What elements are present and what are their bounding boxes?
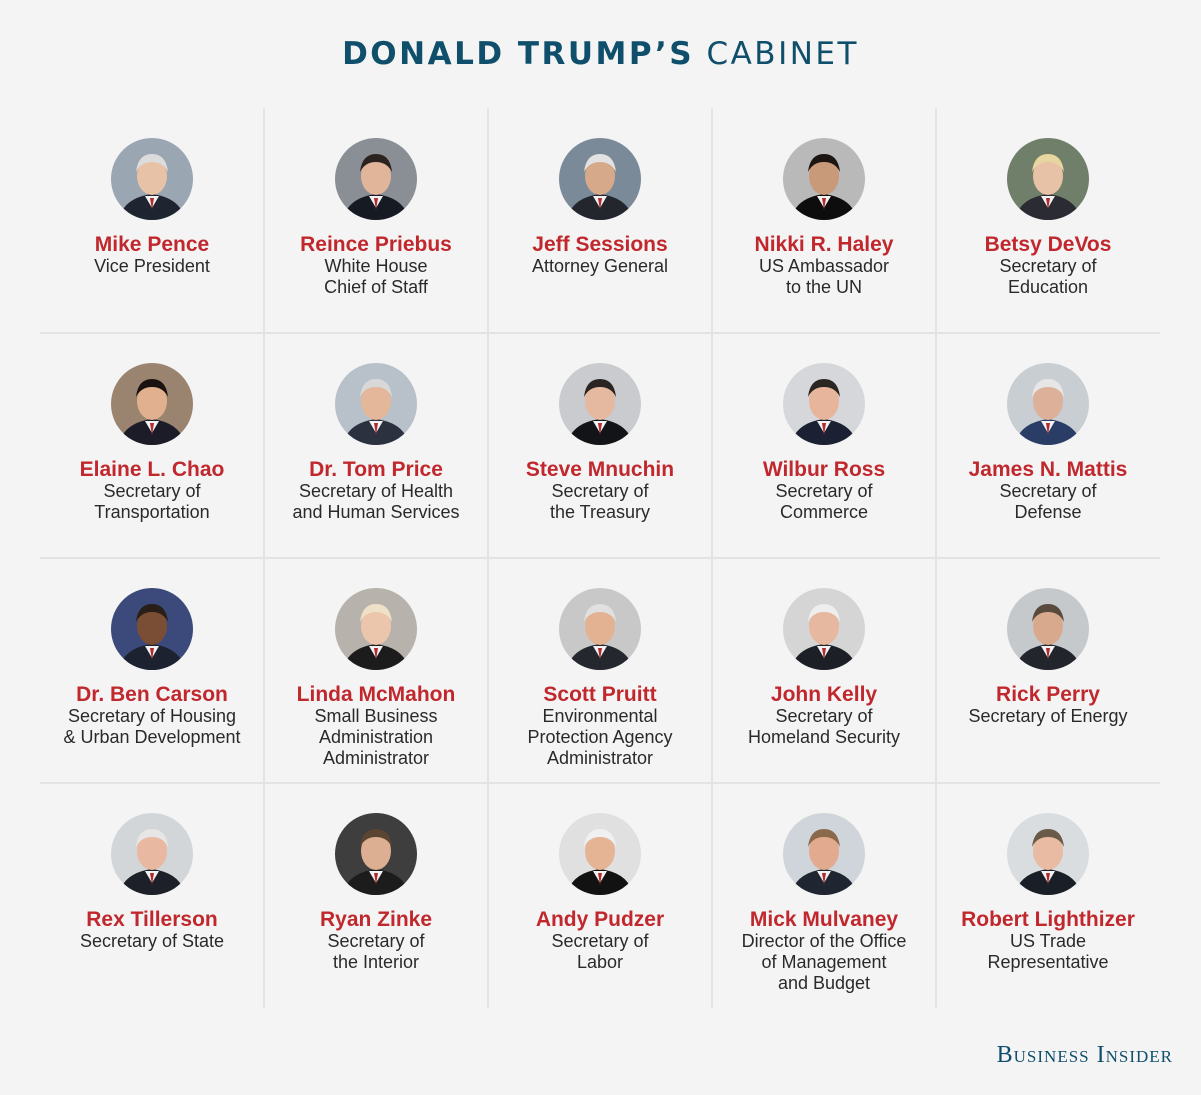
member-role: US Ambassador to the UN xyxy=(758,256,890,297)
portrait-photo xyxy=(1007,813,1089,895)
cabinet-member-card: Ryan Zinke Secretary of the Interior xyxy=(264,783,488,1008)
member-role: Secretary of Education xyxy=(999,256,1097,297)
cabinet-member-card: Mick Mulvaney Director of the Office of M… xyxy=(712,783,936,1008)
cabinet-member-card: John Kelly Secretary of Homeland Security xyxy=(712,558,936,783)
portrait-photo xyxy=(335,588,417,670)
member-name: Mike Pence xyxy=(94,233,210,256)
member-role: Secretary of Energy xyxy=(968,706,1128,726)
portrait-photo xyxy=(559,363,641,445)
portrait-photo xyxy=(335,813,417,895)
portrait-photo xyxy=(559,138,641,220)
portrait-photo xyxy=(335,138,417,220)
member-role: Secretary of Defense xyxy=(999,481,1097,522)
cabinet-member-card: Jeff Sessions Attorney General xyxy=(488,108,712,333)
cabinet-member-card: Rick Perry Secretary of Energy xyxy=(936,558,1160,783)
portrait-photo xyxy=(783,813,865,895)
cabinet-member-card: Rex Tillerson Secretary of State xyxy=(40,783,264,1008)
member-name: Scott Pruitt xyxy=(543,683,657,706)
member-role: Secretary of Commerce xyxy=(775,481,873,522)
row-divider xyxy=(40,782,1160,784)
member-name: Robert Lighthizer xyxy=(961,908,1135,931)
page-title: DONALD TRUMP’S CABINET xyxy=(0,36,1201,72)
row-divider xyxy=(40,557,1160,559)
member-role: US Trade Representative xyxy=(987,931,1109,972)
member-name: Reince Priebus xyxy=(300,233,452,256)
member-role: Small Business Administration Administra… xyxy=(314,706,438,768)
member-name: James N. Mattis xyxy=(968,458,1128,481)
cabinet-member-card: Mike Pence Vice President xyxy=(40,108,264,333)
portrait-photo xyxy=(111,363,193,445)
member-role: Director of the Office of Management and… xyxy=(741,931,907,993)
row-divider xyxy=(40,332,1160,334)
cabinet-member-card: Nikki R. Haley US Ambassador to the UN xyxy=(712,108,936,333)
member-role: Secretary of Transportation xyxy=(94,481,210,522)
cabinet-member-card: Dr. Tom Price Secretary of Health and Hum… xyxy=(264,333,488,558)
cabinet-member-card: Linda McMahon Small Business Administrati… xyxy=(264,558,488,783)
member-role: Secretary of the Interior xyxy=(327,931,425,972)
member-name: John Kelly xyxy=(770,683,878,706)
member-role: Environmental Protection Agency Administ… xyxy=(527,706,673,768)
member-name: Steve Mnuchin xyxy=(525,458,675,481)
portrait-photo xyxy=(1007,588,1089,670)
brand-logo: Business Insider xyxy=(996,1042,1173,1068)
portrait-photo xyxy=(783,588,865,670)
member-name: Rick Perry xyxy=(996,683,1100,706)
member-name: Betsy DeVos xyxy=(984,233,1112,256)
member-role: Secretary of Health and Human Services xyxy=(292,481,460,522)
cabinet-member-card: Andy Pudzer Secretary of Labor xyxy=(488,783,712,1008)
cabinet-member-card: Scott Pruitt Environmental Protection Age… xyxy=(488,558,712,783)
member-name: Dr. Tom Price xyxy=(309,458,443,481)
portrait-photo xyxy=(783,138,865,220)
cabinet-member-card: Steve Mnuchin Secretary of the Treasury xyxy=(488,333,712,558)
portrait-photo xyxy=(559,813,641,895)
member-role: Attorney General xyxy=(531,256,669,276)
member-name: Rex Tillerson xyxy=(86,908,218,931)
cabinet-member-card: Dr. Ben Carson Secretary of Housing & Urb… xyxy=(40,558,264,783)
member-name: Linda McMahon xyxy=(296,683,456,706)
cabinet-member-card: Robert Lighthizer US Trade Representative xyxy=(936,783,1160,1008)
member-role: Vice President xyxy=(94,256,210,276)
member-name: Dr. Ben Carson xyxy=(76,683,228,706)
member-name: Wilbur Ross xyxy=(762,458,886,481)
portrait-photo xyxy=(111,138,193,220)
cabinet-member-card: James N. Mattis Secretary of Defense xyxy=(936,333,1160,558)
cabinet-member-card: Reince Priebus White House Chief of Staff xyxy=(264,108,488,333)
portrait-photo xyxy=(783,363,865,445)
member-role: Secretary of Housing & Urban Development xyxy=(63,706,241,747)
portrait-photo xyxy=(1007,138,1089,220)
member-name: Andy Pudzer xyxy=(535,908,665,931)
member-role: Secretary of State xyxy=(79,931,225,951)
member-role: Secretary of the Treasury xyxy=(549,481,651,522)
member-name: Ryan Zinke xyxy=(319,908,433,931)
title-bold: DONALD TRUMP’S xyxy=(342,36,695,72)
member-name: Nikki R. Haley xyxy=(754,233,894,256)
portrait-photo xyxy=(111,588,193,670)
member-role: White House Chief of Staff xyxy=(324,256,428,297)
portrait-photo xyxy=(335,363,417,445)
portrait-photo xyxy=(111,813,193,895)
member-name: Jeff Sessions xyxy=(532,233,668,256)
portrait-photo xyxy=(559,588,641,670)
cabinet-member-card: Elaine L. Chao Secretary of Transportatio… xyxy=(40,333,264,558)
cabinet-member-card: Wilbur Ross Secretary of Commerce xyxy=(712,333,936,558)
member-role: Secretary of Labor xyxy=(551,931,649,972)
member-role: Secretary of Homeland Security xyxy=(747,706,901,747)
title-light: CABINET xyxy=(706,36,859,72)
portrait-photo xyxy=(1007,363,1089,445)
cabinet-member-card: Betsy DeVos Secretary of Education xyxy=(936,108,1160,333)
member-name: Elaine L. Chao xyxy=(79,458,225,481)
cabinet-grid: Mike Pence Vice President Reince Priebus Wh… xyxy=(40,108,1160,1008)
member-name: Mick Mulvaney xyxy=(749,908,899,931)
